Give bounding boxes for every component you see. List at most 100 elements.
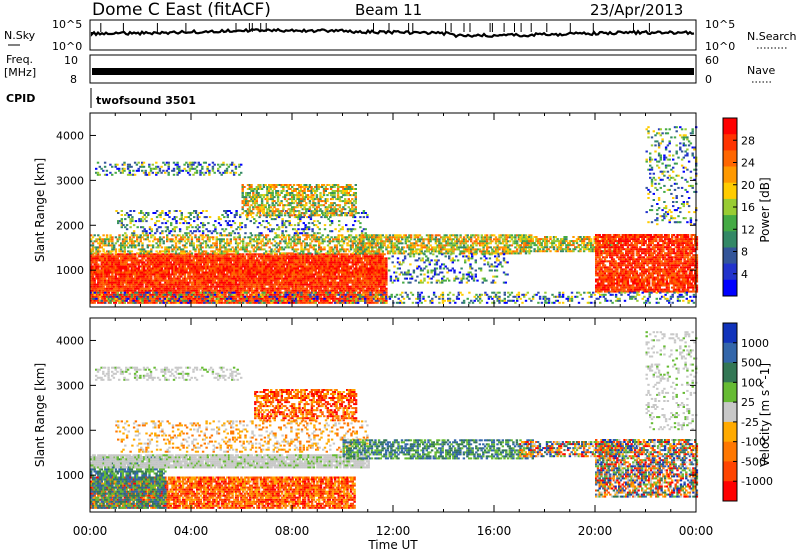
- heatmap-cell: [173, 281, 176, 284]
- heatmap-cell: [132, 263, 135, 266]
- heatmap-cell: [113, 275, 116, 278]
- heatmap-cell: [254, 236, 257, 239]
- heatmap-cell: [105, 255, 109, 258]
- heatmap-cell: [160, 261, 164, 264]
- heatmap-cell: [157, 257, 160, 260]
- heatmap-cell: [164, 259, 167, 262]
- heatmap-cell: [353, 242, 356, 245]
- heatmap-cell: [91, 236, 95, 239]
- heatmap-cell: [157, 293, 160, 296]
- heatmap-cell: [215, 252, 218, 255]
- heatmap-cell: [102, 287, 105, 290]
- heatmap-cell: [143, 273, 146, 276]
- heatmap-cell: [242, 244, 245, 247]
- heatmap-cell: [197, 271, 201, 274]
- heatmap-cell: [128, 289, 132, 292]
- heatmap-cell: [236, 250, 240, 253]
- heatmap-cell: [91, 250, 95, 253]
- heatmap-cell: [128, 285, 132, 288]
- heatmap-cell: [102, 269, 105, 272]
- heatmap-cell: [173, 287, 176, 290]
- heatmap-cell: [337, 236, 340, 239]
- heatmap-cell: [145, 232, 148, 235]
- heatmap-cell: [132, 230, 136, 233]
- heatmap-cell: [136, 287, 139, 290]
- heatmap-cell: [143, 301, 146, 304]
- heatmap-cell: [104, 277, 107, 280]
- heatmap-cell: [127, 277, 130, 280]
- heatmap-cell: [180, 257, 183, 260]
- heatmap-cell: [226, 273, 229, 276]
- heatmap-cell: [164, 283, 167, 286]
- heatmap-cell: [176, 291, 179, 294]
- heatmap-cell: [107, 267, 111, 270]
- heatmap-cell: [342, 291, 346, 294]
- heatmap-cell: [102, 299, 105, 302]
- heatmap-cell: [98, 301, 102, 304]
- heatmap-cell: [121, 287, 125, 290]
- heatmap-cell: [120, 281, 123, 284]
- heatmap-cell: [107, 255, 111, 258]
- heatmap-cell: [288, 240, 291, 243]
- heatmap-cell: [93, 263, 96, 266]
- heatmap-cell: [90, 287, 93, 290]
- heatmap-cell: [134, 293, 137, 296]
- heatmap-cell: [174, 301, 178, 304]
- heatmap-cell: [174, 242, 178, 245]
- heatmap-cell: [113, 277, 116, 280]
- heatmap-cell: [120, 210, 123, 212]
- heatmap-cell: [333, 279, 337, 282]
- heatmap-cell: [130, 281, 134, 284]
- heatmap-cell: [180, 267, 183, 270]
- heatmap-cell: [164, 261, 167, 264]
- heatmap-cell: [222, 238, 225, 241]
- heatmap-cell: [102, 265, 105, 268]
- heatmap-cell: [171, 250, 174, 253]
- heatmap-cell: [113, 289, 116, 292]
- heatmap-cell: [114, 275, 118, 278]
- heatmap-cell: [162, 263, 165, 266]
- heatmap-cell: [183, 259, 187, 262]
- heatmap-cell: [143, 275, 146, 278]
- heatmap-cell: [293, 236, 296, 239]
- heatmap-cell: [174, 289, 178, 292]
- heatmap-cell: [137, 283, 141, 286]
- heatmap-cell: [171, 295, 174, 298]
- heatmap-cell: [130, 263, 134, 266]
- heatmap-cell: [134, 265, 137, 268]
- freq-tick-bottom: 8: [70, 73, 77, 86]
- heatmap-cell: [226, 252, 229, 255]
- heatmap-cell: [139, 301, 142, 304]
- heatmap-cell: [107, 261, 111, 264]
- heatmap-cell: [104, 273, 107, 276]
- heatmap-cell: [150, 283, 153, 286]
- heatmap-cell: [104, 283, 107, 286]
- heatmap-cell: [107, 301, 111, 304]
- heatmap-cell: [162, 297, 165, 300]
- heatmap-cell: [242, 242, 245, 245]
- heatmap-cell: [100, 275, 103, 278]
- heatmap-cell: [93, 283, 96, 286]
- heatmap-cell: [132, 224, 136, 227]
- heatmap-cell: [346, 253, 349, 256]
- heatmap-cell: [144, 289, 148, 292]
- heatmap-cell: [90, 299, 93, 302]
- heatmap-cell: [254, 250, 257, 253]
- heatmap-cell: [199, 248, 202, 251]
- heatmap-cell: [137, 275, 141, 278]
- heatmap-cell: [169, 265, 172, 268]
- heatmap-cell: [123, 263, 126, 266]
- heatmap-cell: [183, 240, 187, 243]
- heatmap-cell: [319, 273, 323, 276]
- heatmap-cell: [229, 240, 232, 243]
- heatmap-cell: [166, 253, 169, 256]
- heatmap-cell: [166, 275, 169, 278]
- heatmap-cell: [351, 246, 354, 249]
- heatmap-cell: [167, 287, 171, 290]
- heatmap-cell: [132, 279, 135, 282]
- heatmap-cell: [113, 285, 116, 288]
- heatmap-cell: [127, 263, 130, 266]
- heatmap-cell: [137, 285, 141, 288]
- heatmap-cell: [250, 287, 254, 290]
- heatmap-cell: [134, 285, 137, 288]
